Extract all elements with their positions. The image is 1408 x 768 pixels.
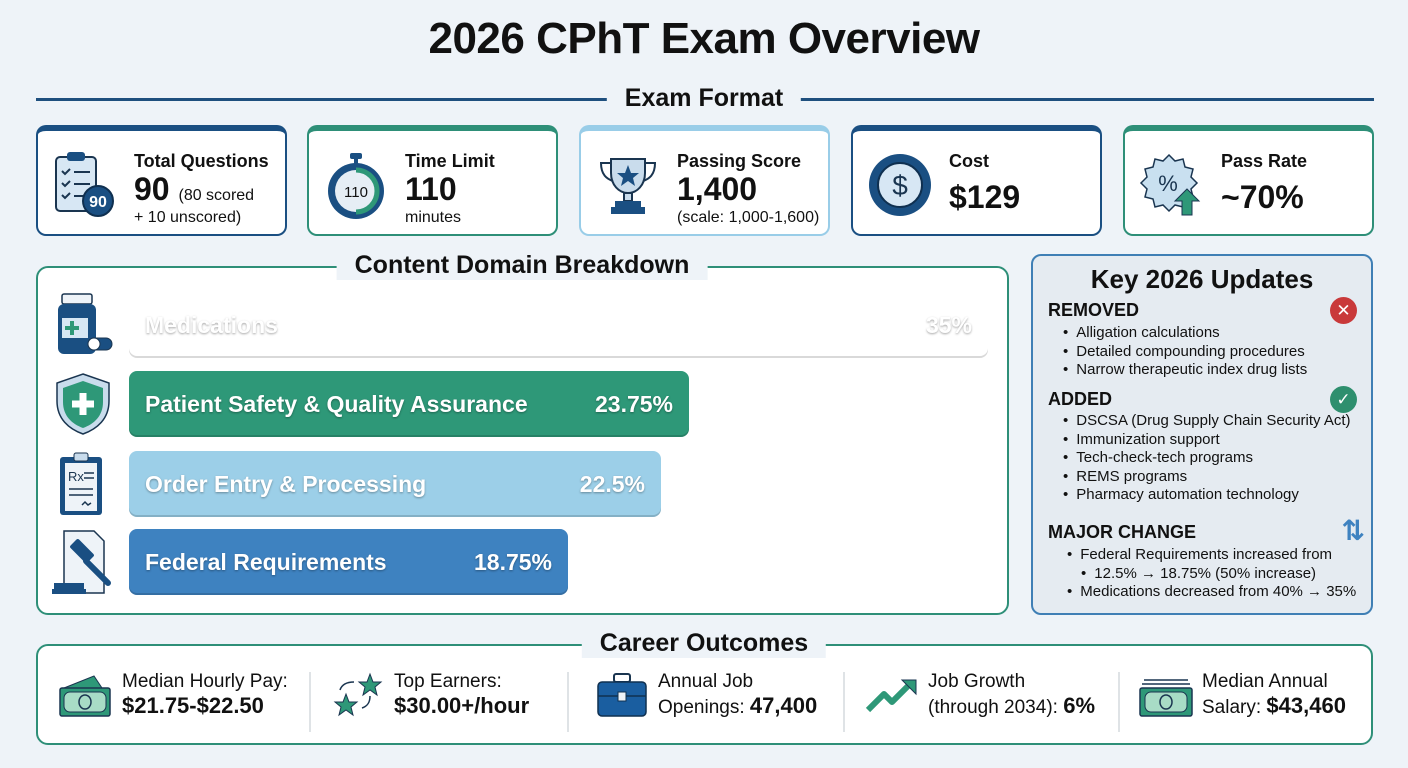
rx-clipboard-icon: Rx — [52, 451, 114, 517]
domain-bar-patient-safety: Patient Safety & Quality Assurance 23.75… — [129, 371, 689, 437]
career-label: Job Growth — [928, 670, 1026, 692]
list-item: Tech-check-tech programs — [1063, 449, 1351, 468]
domain-name: Medications — [145, 311, 278, 338]
card-value: 110 — [405, 171, 457, 207]
divider — [1118, 672, 1120, 732]
list-item: Immunization support — [1063, 431, 1351, 450]
career-label: Median Annual — [1202, 670, 1328, 692]
updates-heading: Key 2026 Updates — [1090, 264, 1314, 294]
career-value: $21.75-$22.50 — [122, 692, 264, 718]
career-value: $30.00+/hour — [394, 692, 530, 718]
domain-bar-order-entry: Order Entry & Processing 22.5% — [129, 451, 661, 517]
list-item: Alligation calculations — [1063, 324, 1307, 343]
card-passing-score: Passing Score 1,400 (scale: 1,000-1,600) — [579, 125, 830, 236]
card-label: Passing Score — [677, 151, 802, 171]
list-item: 12.5% → 18.75% (50% increase) — [1067, 565, 1356, 584]
list-item: REMS programs — [1063, 468, 1351, 487]
career-outcomes-heading: Career Outcomes — [581, 629, 827, 658]
card-time-limit: 110 Time Limit 110 minutes — [307, 125, 558, 236]
domain-name: Order Entry & Processing — [145, 470, 427, 497]
card-cost: $ Cost $129 — [851, 125, 1102, 236]
card-sub: + 10 unscored) — [134, 209, 242, 226]
briefcase-icon — [597, 672, 647, 717]
close-circle-icon: ✕ — [1330, 297, 1357, 324]
card-value: 90 (80 scored — [134, 171, 255, 207]
list-item: Detailed compounding procedures — [1063, 343, 1307, 362]
stars-icon — [333, 672, 383, 716]
card-value: $129 — [949, 179, 1021, 215]
exam-format-heading: Exam Format — [606, 84, 802, 113]
list-item: Federal Requirements increased from — [1067, 546, 1356, 565]
svg-text:$: $ — [892, 170, 908, 201]
card-label: Time Limit — [405, 151, 495, 171]
svg-text:Rx: Rx — [68, 469, 84, 484]
domain-percent: 22.5% — [579, 470, 645, 497]
divider — [309, 672, 311, 732]
career-label: Annual Job — [658, 670, 754, 692]
card-label: Cost — [949, 151, 989, 171]
card-label: Pass Rate — [1221, 151, 1308, 171]
gavel-icon — [52, 529, 114, 595]
career-item-annual-salary: Median Annual Salary: $43,460 — [1138, 646, 1346, 743]
domain-bar-federal-requirements: Federal Requirements 18.75% — [129, 529, 568, 595]
trend-up-icon — [865, 679, 917, 712]
card-value: 1,400 — [677, 171, 758, 207]
key-updates-panel: Key 2026 Updates REMOVED ✕ Alligation ca… — [1031, 254, 1373, 615]
domain-bar-medications: Medications 35% — [129, 292, 988, 358]
domain-name: Federal Requirements — [145, 548, 387, 575]
card-label: Total Questions — [134, 151, 269, 171]
list-item: Pharmacy automation technology — [1063, 486, 1351, 505]
banknote-icon — [1139, 678, 1193, 717]
career-item-hourly-pay: Median Hourly Pay: $21.75-$22.50 — [58, 646, 288, 743]
svg-text:90: 90 — [89, 194, 107, 211]
cash-stack-icon — [59, 674, 111, 717]
dollar-coin-icon: $ — [869, 154, 931, 216]
career-value: 6% — [1063, 692, 1095, 718]
career-item-top-earners: Top Earners: $30.00+/hour — [330, 646, 529, 743]
content-domain-heading: Content Domain Breakdown — [336, 251, 708, 280]
career-label: Median Hourly Pay: — [122, 670, 288, 692]
major-change-heading: MAJOR CHANGE — [1048, 522, 1197, 542]
major-change-list: Federal Requirements increased from 12.5… — [1067, 546, 1356, 602]
card-total-questions: 90 Total Questions 90 (80 scored + 10 un… — [36, 125, 287, 236]
card-pass-rate: % Pass Rate ~70% — [1123, 125, 1374, 236]
career-item-job-growth: Job Growth (through 2034): 6% — [864, 646, 1095, 743]
page-title: 2026 CPhT Exam Overview — [428, 14, 980, 63]
list-item: DSCSA (Drug Supply Chain Security Act) — [1063, 412, 1350, 431]
trophy-icon — [599, 158, 657, 214]
medicine-bottle-icon — [52, 292, 114, 358]
content-domain-panel: Medications 35% Patient Safety & Quality… — [36, 266, 1009, 615]
removed-list: Alligation calculations Detailed compoun… — [1063, 324, 1307, 380]
career-outcomes-panel: Median Hourly Pay: $21.75-$22.50 Top Earn… — [36, 644, 1373, 745]
career-item-job-openings: Annual Job Openings: 47,400 — [594, 646, 817, 743]
domain-percent: 18.75% — [473, 548, 552, 575]
svg-text:%: % — [1158, 171, 1178, 196]
added-heading: ADDED — [1048, 389, 1113, 409]
domain-percent: 23.75% — [594, 390, 673, 417]
divider — [843, 672, 845, 732]
percent-badge-up-icon: % — [1139, 153, 1201, 216]
list-item: Medications decreased from 40% → 35% — [1067, 583, 1356, 602]
svg-text:110: 110 — [344, 184, 368, 201]
stopwatch-icon: 110 — [328, 153, 384, 219]
card-value: ~70% — [1221, 179, 1304, 215]
card-sub: (scale: 1,000-1,600) — [677, 209, 820, 226]
domain-percent: 35% — [925, 311, 972, 338]
clipboard-checklist-icon: 90 — [55, 152, 114, 217]
list-item: Narrow therapeutic index drug lists — [1063, 361, 1307, 380]
career-value: $43,460 — [1266, 692, 1346, 718]
added-list: DSCSA (Drug Supply Chain Security Act) I… — [1063, 412, 1351, 505]
swap-arrows-icon: ⇅ — [1341, 515, 1366, 546]
check-circle-icon: ✓ — [1330, 386, 1357, 413]
domain-name: Patient Safety & Quality Assurance — [145, 390, 528, 417]
divider — [567, 672, 569, 732]
card-sub: minutes — [405, 209, 462, 226]
career-value: 47,400 — [749, 692, 818, 718]
career-label: Top Earners: — [394, 670, 502, 692]
removed-heading: REMOVED — [1048, 300, 1140, 320]
shield-cross-icon — [52, 371, 114, 437]
